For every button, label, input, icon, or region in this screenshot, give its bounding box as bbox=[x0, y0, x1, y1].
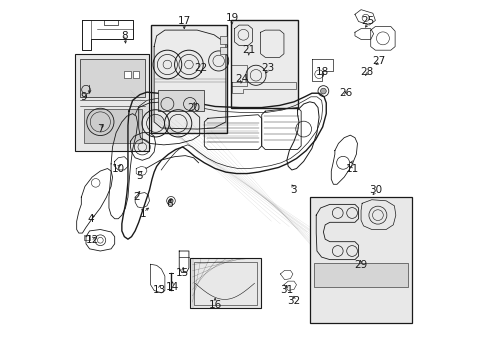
Text: 31: 31 bbox=[280, 285, 293, 296]
Bar bbox=[83, 234, 89, 240]
Text: 7: 7 bbox=[97, 124, 103, 134]
Text: 24: 24 bbox=[235, 74, 248, 84]
Text: 11: 11 bbox=[346, 163, 359, 174]
Text: 8: 8 bbox=[121, 31, 127, 41]
Text: 28: 28 bbox=[360, 67, 373, 77]
Bar bbox=[83, 109, 142, 143]
Text: 9: 9 bbox=[81, 92, 87, 102]
Bar bbox=[150, 25, 227, 133]
Text: 14: 14 bbox=[165, 282, 178, 292]
Text: 29: 29 bbox=[354, 260, 367, 270]
Text: 19: 19 bbox=[225, 13, 238, 23]
Text: 18: 18 bbox=[315, 67, 328, 77]
Text: 2: 2 bbox=[133, 192, 139, 202]
Bar bbox=[75, 54, 149, 150]
Text: 27: 27 bbox=[371, 56, 385, 66]
Text: 22: 22 bbox=[194, 63, 207, 73]
Bar bbox=[190, 258, 260, 309]
Text: 23: 23 bbox=[261, 63, 274, 73]
Text: 13: 13 bbox=[152, 285, 165, 296]
Text: 1: 1 bbox=[140, 209, 146, 219]
Bar bbox=[220, 46, 226, 54]
Bar bbox=[220, 36, 226, 44]
Text: 17: 17 bbox=[177, 17, 190, 27]
Bar bbox=[158, 90, 204, 111]
Bar bbox=[132, 71, 139, 78]
Bar bbox=[230, 21, 297, 108]
Text: 30: 30 bbox=[368, 185, 381, 195]
Text: 6: 6 bbox=[165, 199, 172, 210]
Text: 32: 32 bbox=[287, 296, 300, 306]
Text: 25: 25 bbox=[361, 17, 374, 27]
Text: 21: 21 bbox=[242, 45, 255, 55]
Text: 4: 4 bbox=[87, 214, 94, 224]
Text: 20: 20 bbox=[186, 103, 200, 113]
Text: 16: 16 bbox=[208, 300, 221, 310]
Text: 5: 5 bbox=[136, 171, 143, 181]
Bar bbox=[314, 263, 407, 287]
Bar bbox=[230, 64, 247, 86]
Text: 26: 26 bbox=[338, 88, 351, 98]
Text: 12: 12 bbox=[85, 235, 99, 245]
Text: 15: 15 bbox=[176, 267, 189, 278]
Circle shape bbox=[320, 88, 325, 94]
Bar bbox=[124, 71, 131, 78]
Text: 3: 3 bbox=[290, 185, 296, 195]
Bar bbox=[309, 197, 411, 323]
Circle shape bbox=[168, 199, 173, 203]
Text: 10: 10 bbox=[111, 163, 124, 174]
Bar bbox=[193, 262, 257, 305]
Bar bbox=[80, 59, 144, 97]
